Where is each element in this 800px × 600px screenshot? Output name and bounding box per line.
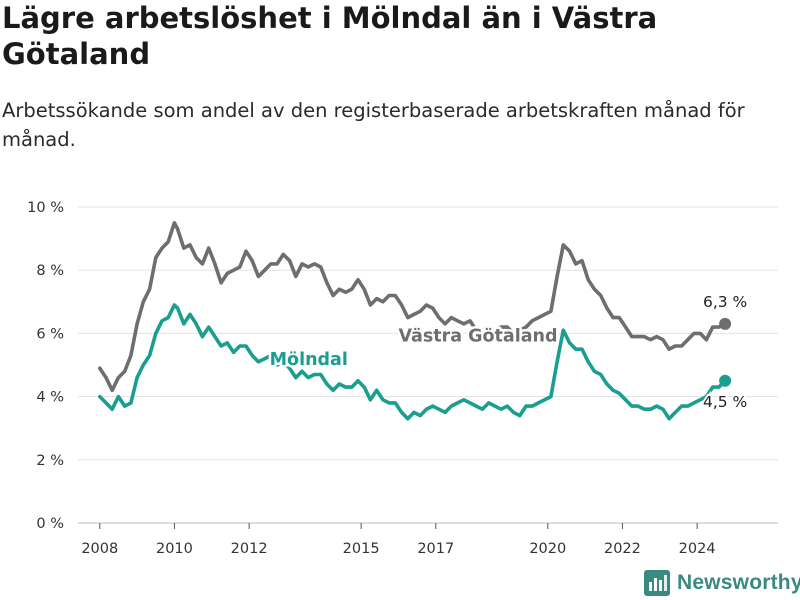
y-tick-label: 2 %	[36, 453, 64, 469]
bar-chart-logo-icon	[644, 570, 670, 596]
label-layer: Västra Götaland Mölndal 6,3 % 4,5 %	[267, 291, 749, 413]
series-line-molndal	[98, 303, 727, 421]
y-tick-label: 0 %	[36, 516, 64, 532]
x-tick-label: 2020	[529, 541, 566, 557]
x-tick-label: 2022	[604, 541, 641, 557]
series-label-molndal: Mölndal	[270, 350, 348, 370]
x-tick-label: 2010	[156, 541, 193, 557]
y-tick-label: 6 %	[36, 326, 64, 342]
y-tick-label: 10 %	[27, 200, 64, 216]
series-end-point-molndal	[719, 374, 732, 387]
x-tick-label: 2024	[679, 541, 716, 557]
newsworthy-brand: Newsworthy	[644, 568, 800, 598]
gridlines	[78, 206, 778, 524]
x-tick-label: 2017	[417, 541, 454, 557]
y-axis: 0 % 2 % 4 % 6 % 8 % 10 %	[27, 200, 64, 532]
series-end-point-vastra-gotaland	[719, 317, 732, 330]
chart-title: Lägre arbetslöshet i Mölndal än i Västra…	[2, 1, 658, 71]
x-tick-label: 2008	[81, 541, 118, 557]
y-tick-label: 8 %	[36, 263, 64, 279]
chart-subtitle: Arbetssökande som andel av den registerb…	[2, 99, 745, 151]
end-value-label-vastra-gotaland: 6,3 %	[703, 293, 747, 311]
x-tick-label: 2015	[343, 541, 380, 557]
y-tick-label: 4 %	[36, 390, 64, 406]
series-label-vastra-gotaland: Västra Götaland	[398, 326, 557, 346]
series-layer	[98, 221, 732, 421]
end-value-label-molndal: 4,5 %	[703, 393, 747, 411]
x-axis: 2008 2010 2012 2015 2017 2020 2022 2024	[81, 523, 716, 557]
x-tick-label: 2012	[231, 541, 268, 557]
series-line-vastra-gotaland	[98, 221, 727, 393]
brand-name: Newsworthy	[677, 571, 800, 594]
